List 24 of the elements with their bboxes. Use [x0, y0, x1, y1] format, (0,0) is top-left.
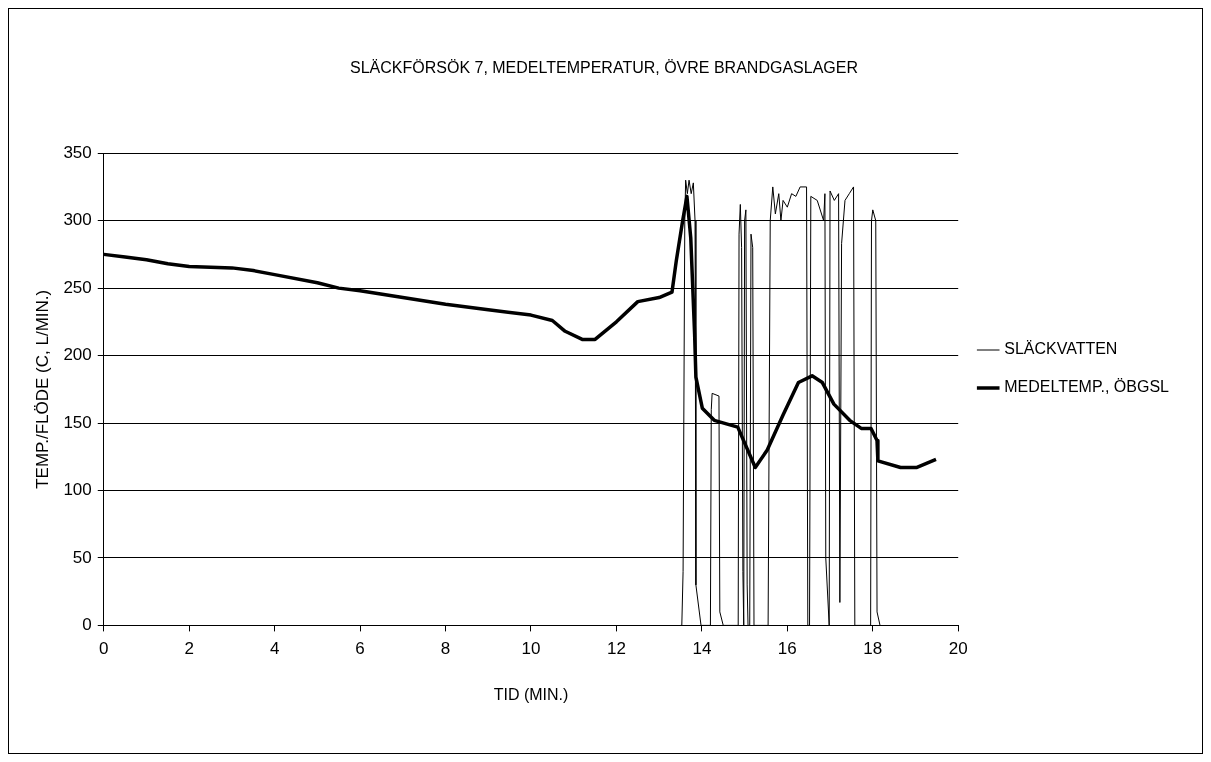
y-tick-label: 250 — [63, 277, 92, 297]
y-axis-title: TEMP./FLÖDE (C, L/MIN.) — [32, 289, 52, 489]
y-tick-label: 200 — [63, 345, 92, 365]
legend-label: SLÄCKVATTEN — [1004, 340, 1118, 358]
x-tick-label: 16 — [777, 639, 797, 659]
x-tick-label: 12 — [606, 639, 626, 659]
y-tick-label: 100 — [63, 480, 92, 500]
legend-label: MEDELTEMP., ÖBGSL — [1004, 378, 1170, 396]
y-tick-label: 0 — [82, 615, 92, 635]
x-axis-title: TID (MIN.) — [493, 685, 569, 703]
x-tick-label: 20 — [948, 639, 968, 659]
x-tick-label: 14 — [692, 639, 712, 659]
x-tick-label: 0 — [99, 639, 109, 659]
x-tick-label: 6 — [355, 639, 365, 659]
y-tick-label: 350 — [63, 142, 92, 162]
x-tick-label: 10 — [521, 639, 541, 659]
y-tick-label: 150 — [63, 412, 92, 432]
x-tick-label: 8 — [440, 639, 451, 659]
x-tick-label: 4 — [269, 639, 280, 659]
x-tick-label: 18 — [863, 639, 883, 659]
y-tick-label: 300 — [63, 210, 92, 230]
chart-title: SLÄCKFÖRSÖK 7, MEDELTEMPERATUR, ÖVRE BRANDGASLAGER — [350, 59, 858, 77]
x-tick-label: 2 — [184, 639, 194, 659]
y-tick-label: 50 — [72, 547, 92, 567]
